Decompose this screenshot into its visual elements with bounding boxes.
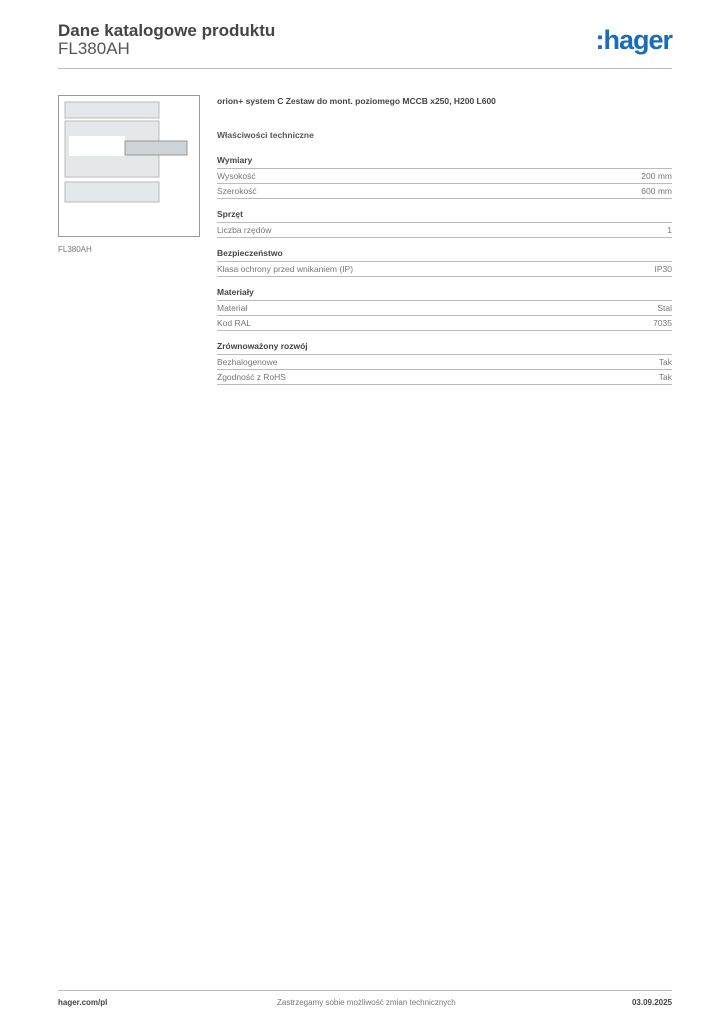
spec-label: Materiał	[217, 303, 248, 313]
spec-row: Kod RAL 7035	[217, 316, 672, 331]
footer-link[interactable]: hager.com/pl	[58, 998, 108, 1007]
product-code: FL380AH	[58, 39, 130, 58]
product-title: orion+ system C Zestaw do mont. poziomeg…	[217, 96, 496, 106]
spec-value: 7035	[653, 318, 672, 328]
spec-row: Bezhalogenowe Tak	[217, 355, 672, 370]
spec-value: 600 mm	[641, 186, 672, 196]
image-caption: FL380AH	[58, 245, 92, 254]
spec-value: Tak	[658, 372, 672, 382]
product-details: orion+ system C Zestaw do mont. poziomeg…	[217, 96, 672, 395]
spec-row: Liczba rzędów 1	[217, 223, 672, 238]
spec-value: 200 mm	[641, 171, 672, 181]
header-divider	[58, 68, 672, 69]
spec-row: Materiał Stal	[217, 301, 672, 316]
spec-label: Szerokość	[217, 186, 257, 196]
section-heading: Materiały	[217, 287, 672, 301]
section-heading: Sprzęt	[217, 209, 672, 223]
spec-section: Bezpieczeństwo Klasa ochrony przed wnikan…	[217, 248, 672, 277]
spec-row: Wysokość 200 mm	[217, 169, 672, 184]
hager-logo: :hager	[595, 25, 673, 55]
footer-divider	[58, 990, 672, 991]
spec-section: Wymiary Wysokość 200 mm Szerokość 600 mm	[217, 155, 672, 199]
spec-row: Klasa ochrony przed wnikaniem (IP) IP30	[217, 262, 672, 277]
spec-label: Wysokość	[217, 171, 256, 181]
spec-value: Stal	[657, 303, 672, 313]
spec-label: Zgodność z RoHS	[217, 372, 286, 382]
spec-value: IP30	[654, 264, 673, 274]
section-heading: Wymiary	[217, 155, 672, 169]
section-heading: Bezpieczeństwo	[217, 248, 672, 262]
footer-date: 03.09.2025	[631, 998, 672, 1007]
spec-row: Szerokość 600 mm	[217, 184, 672, 199]
spec-row: Zgodność z RoHS Tak	[217, 370, 672, 385]
spec-label: Liczba rzędów	[217, 225, 272, 235]
spec-value: Tak	[658, 357, 672, 367]
footer-note: Zastrzegamy sobie możliwość zmian techni…	[277, 998, 456, 1007]
spec-section: Materiały Materiał Stal Kod RAL 7035	[217, 287, 672, 331]
product-image	[58, 95, 200, 237]
doc-title: Dane katalogowe produktu	[58, 21, 276, 40]
section-title: Właściwości techniczne	[217, 130, 314, 140]
spec-value: 1	[667, 225, 672, 235]
section-heading: Zrównoważony rozwój	[217, 341, 672, 355]
spec-section: Sprzęt Liczba rzędów 1	[217, 209, 672, 238]
spec-label: Klasa ochrony przed wnikaniem (IP)	[217, 264, 354, 274]
spec-label: Kod RAL	[217, 318, 252, 328]
spec-label: Bezhalogenowe	[217, 357, 278, 367]
spec-section: Zrównoważony rozwój Bezhalogenowe Tak Zgodn…	[217, 341, 672, 385]
